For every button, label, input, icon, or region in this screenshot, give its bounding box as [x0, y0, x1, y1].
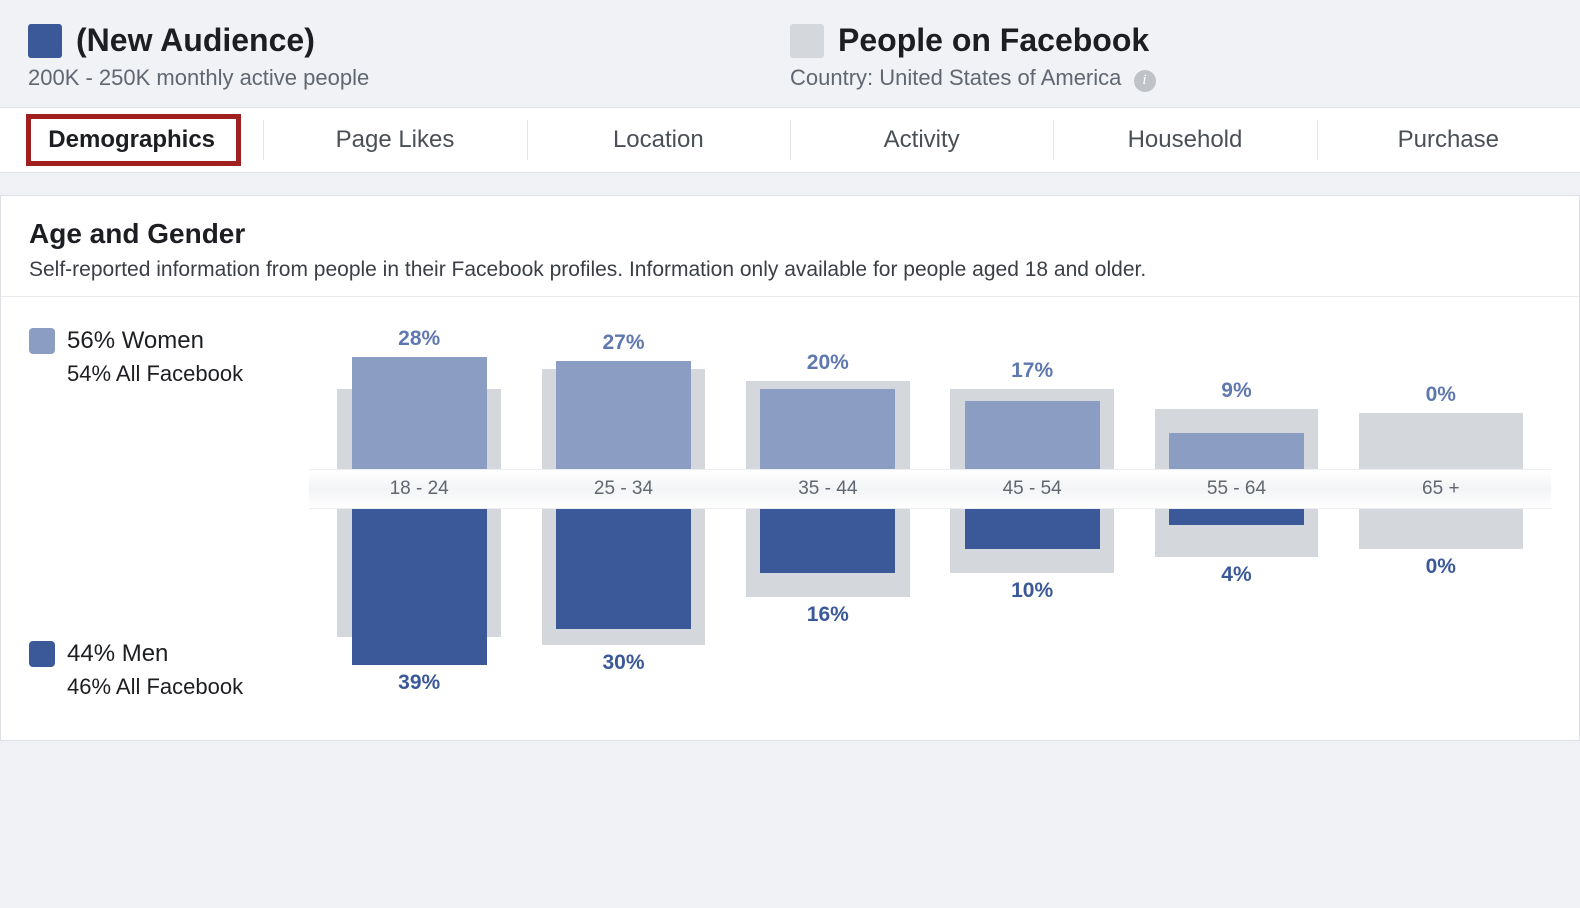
bar-percent-label: 20% — [726, 351, 930, 375]
age-bucket-label: 55 - 64 — [1134, 478, 1338, 500]
bar-percent-label: 0% — [1339, 555, 1543, 579]
tab-label: Location — [613, 126, 704, 153]
bar-comparison — [1359, 413, 1522, 469]
legend-men: 44% Men 46% All Facebook — [29, 640, 309, 700]
bar-percent-label: 28% — [317, 327, 521, 351]
tab-bar: Demographics Page Likes Location Activity Ho… — [0, 107, 1580, 173]
bar-audience — [556, 361, 691, 469]
tab-label: Demographics — [48, 126, 215, 153]
bar-percent-label: 4% — [1134, 563, 1338, 587]
age-gender-section: Age and Gender Self-reported information… — [0, 195, 1580, 741]
bar-percent-label: 0% — [1339, 383, 1543, 407]
bar-percent-label: 39% — [317, 671, 521, 695]
bar-audience — [556, 509, 691, 629]
bar-percent-label: 16% — [726, 603, 930, 627]
tab-purchase[interactable]: Purchase — [1317, 108, 1580, 172]
info-icon[interactable]: i — [1134, 70, 1156, 92]
tab-label: Page Likes — [336, 126, 455, 153]
audience-swatch — [28, 24, 62, 58]
tab-household[interactable]: Household — [1053, 108, 1316, 172]
pyramid-axis: 18 - 2425 - 3435 - 4445 - 5455 - 6465 + — [309, 469, 1551, 509]
women-swatch — [29, 328, 55, 354]
bar-percent-label: 10% — [930, 579, 1134, 603]
chart-legend: 56% Women 54% All Facebook 44% Men 46% A… — [29, 317, 309, 710]
audience-header: (New Audience) 200K - 250K monthly activ… — [0, 0, 1580, 107]
audience-title: (New Audience) — [76, 22, 315, 59]
legend-men-sub: 46% All Facebook — [67, 674, 309, 700]
age-bucket-label: 25 - 34 — [521, 478, 725, 500]
section-title: Age and Gender — [29, 218, 1551, 250]
bar-audience — [352, 509, 487, 665]
comparison-title: People on Facebook — [838, 22, 1149, 59]
bar-percent-label: 30% — [521, 651, 725, 675]
bar-audience — [965, 401, 1100, 469]
pyramid-chart: 28%27%20%17%9%0% 18 - 2425 - 3435 - 4445… — [309, 317, 1551, 710]
section-header: Age and Gender Self-reported information… — [1, 196, 1579, 297]
legend-women: 56% Women 54% All Facebook — [29, 327, 309, 387]
men-swatch — [29, 641, 55, 667]
age-gender-chart: 56% Women 54% All Facebook 44% Men 46% A… — [1, 297, 1579, 740]
bar-percent-label: 9% — [1134, 379, 1338, 403]
age-bucket-label: 35 - 44 — [726, 478, 930, 500]
header-left: (New Audience) 200K - 250K monthly activ… — [28, 22, 790, 93]
comparison-subtitle-text: Country: United States of America — [790, 65, 1121, 90]
tab-activity[interactable]: Activity — [790, 108, 1053, 172]
age-bucket-label: 18 - 24 — [317, 478, 521, 500]
comparison-swatch — [790, 24, 824, 58]
tab-label: Activity — [884, 126, 960, 153]
legend-men-main: 44% Men — [67, 640, 168, 668]
age-bucket-label: 45 - 54 — [930, 478, 1134, 500]
comparison-subtitle: Country: United States of America i — [790, 65, 1552, 93]
header-right: People on Facebook Country: United State… — [790, 22, 1552, 93]
bar-percent-label: 27% — [521, 331, 725, 355]
bar-audience — [760, 509, 895, 573]
bar-audience — [1169, 433, 1304, 469]
age-bucket-label: 65 + — [1339, 478, 1543, 500]
tab-label: Household — [1128, 126, 1243, 153]
pyramid-men-half: 39%30%16%10%4%0% — [309, 509, 1551, 710]
tab-page-likes[interactable]: Page Likes — [263, 108, 526, 172]
tab-location[interactable]: Location — [527, 108, 790, 172]
tab-demographics[interactable]: Demographics — [0, 108, 263, 172]
bar-comparison — [1359, 509, 1522, 549]
bar-audience — [965, 509, 1100, 549]
section-description: Self-reported information from people in… — [29, 258, 1551, 282]
tab-label: Purchase — [1398, 126, 1499, 153]
bar-percent-label: 17% — [930, 359, 1134, 383]
bar-audience — [1169, 509, 1304, 525]
bar-audience — [760, 389, 895, 469]
pyramid-women-half: 28%27%20%17%9%0% — [309, 317, 1551, 469]
bar-audience — [352, 357, 487, 469]
legend-women-sub: 54% All Facebook — [67, 361, 309, 387]
legend-women-main: 56% Women — [67, 327, 204, 355]
audience-subtitle: 200K - 250K monthly active people — [28, 65, 790, 91]
